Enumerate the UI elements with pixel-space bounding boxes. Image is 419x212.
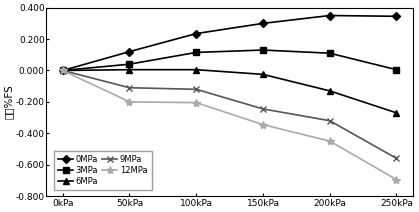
12MPa — [127, 100, 132, 103]
6MPa — [327, 90, 332, 92]
9MPa — [194, 88, 199, 91]
9MPa — [394, 157, 399, 160]
0MPa — [394, 15, 399, 18]
Line: 6MPa: 6MPa — [60, 67, 399, 116]
12MPa — [394, 178, 399, 181]
Line: 0MPa: 0MPa — [60, 13, 399, 73]
0MPa — [60, 69, 65, 72]
12MPa — [327, 140, 332, 142]
6MPa — [194, 68, 199, 71]
12MPa — [261, 123, 266, 126]
12MPa — [60, 69, 65, 72]
6MPa — [127, 68, 132, 71]
Line: 3MPa: 3MPa — [60, 47, 399, 73]
9MPa — [261, 108, 266, 110]
3MPa — [60, 69, 65, 72]
0MPa — [127, 50, 132, 53]
3MPa — [261, 49, 266, 51]
9MPa — [327, 119, 332, 122]
6MPa — [261, 73, 266, 76]
0MPa — [194, 32, 199, 35]
0MPa — [261, 22, 266, 25]
0MPa — [327, 14, 332, 17]
9MPa — [127, 86, 132, 89]
3MPa — [327, 52, 332, 54]
12MPa — [194, 101, 199, 104]
9MPa — [60, 69, 65, 72]
3MPa — [127, 63, 132, 66]
3MPa — [194, 51, 199, 54]
Line: 12MPa: 12MPa — [59, 66, 401, 184]
6MPa — [60, 69, 65, 72]
Legend: 0MPa, 3MPa, 6MPa, 9MPa, 12MPa: 0MPa, 3MPa, 6MPa, 9MPa, 12MPa — [54, 151, 152, 190]
Y-axis label: 误差%FS: 误差%FS — [4, 85, 14, 119]
3MPa — [394, 68, 399, 71]
Line: 9MPa: 9MPa — [59, 67, 400, 162]
6MPa — [394, 112, 399, 114]
